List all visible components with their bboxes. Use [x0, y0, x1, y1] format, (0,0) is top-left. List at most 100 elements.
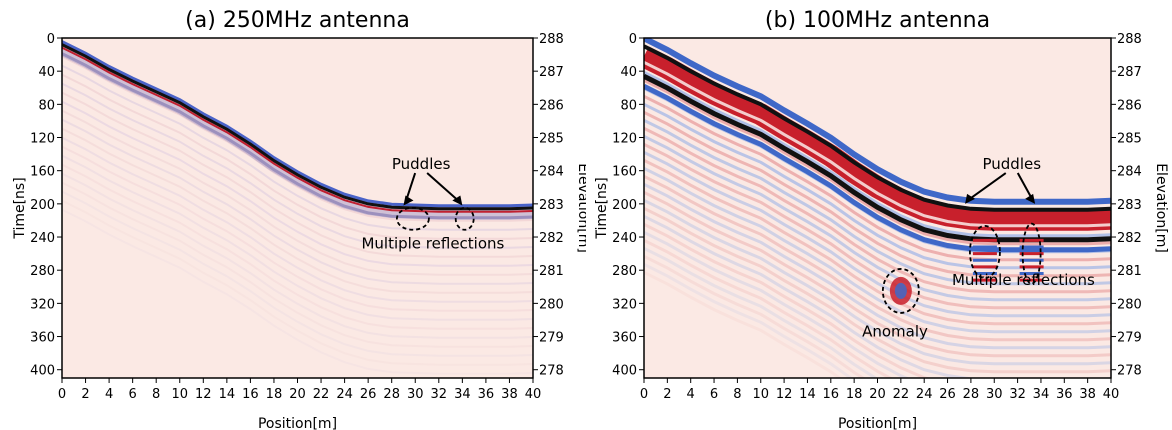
subsurface-band: [644, 150, 1111, 318]
reflection-red: [62, 46, 533, 213]
y-tick-label: 320: [612, 297, 637, 312]
subsurface-band: [644, 222, 932, 378]
reflection-blue-lower: [644, 84, 1111, 253]
x-axis-label: Position[m]: [838, 416, 917, 430]
subsurface-texture: [62, 163, 533, 330]
x-tick-label: 26: [939, 387, 956, 402]
x-tick-label: 12: [195, 387, 212, 402]
subsurface-band: [644, 214, 1111, 378]
x-tick-label: 28: [383, 387, 400, 402]
x-tick-label: 20: [289, 387, 306, 402]
right-tick-label: 285: [1117, 132, 1142, 147]
x-tick-label: 6: [129, 387, 137, 402]
subsurface-texture: [62, 190, 533, 357]
y-tick-label: 240: [612, 231, 637, 246]
x-tick-label: 10: [171, 387, 188, 402]
x-tick-label: 18: [846, 387, 863, 402]
x-tick-label: 8: [733, 387, 741, 402]
annotation-label: Anomaly: [862, 323, 928, 341]
subsurface-band: [644, 78, 1111, 246]
x-tick-label: 6: [710, 387, 718, 402]
x-tick-label: 22: [313, 387, 330, 402]
x-tick-label: 16: [242, 387, 259, 402]
annotation-label: Puddles: [392, 155, 451, 173]
arrow-line: [426, 172, 462, 204]
x-tick-label: 14: [219, 387, 236, 402]
radargram-a: (a) 250MHz antenna0408012016020024028032…: [12, 8, 586, 430]
subsurface-texture: [62, 91, 533, 258]
subsurface-band: [644, 134, 1111, 302]
y-tick-label: 160: [612, 165, 637, 180]
subsurface-texture: [62, 82, 533, 249]
right-axis-label: Elevation[m]: [575, 163, 586, 253]
panel-b: (b) 100MHz antenna 0 40 80 120 160 200 240 280 32…: [586, 0, 1172, 430]
subsurface-band: [644, 246, 879, 378]
right-tick-label: 286: [1117, 98, 1142, 113]
subsurface-texture: [62, 64, 533, 231]
x-tick-label: 32: [431, 387, 448, 402]
multiple-reflection-ellipse: [1021, 222, 1042, 285]
annotation-label: Puddles: [982, 155, 1041, 173]
surface-reflection-line: [644, 44, 1111, 212]
right-tick-label: 278: [539, 364, 564, 379]
y-tick-label: 280: [612, 264, 637, 279]
y-tick-label: 120: [612, 132, 637, 147]
arrow-line: [966, 172, 1007, 202]
x-tick-label: 22: [893, 387, 910, 402]
surface-reflection-line: [62, 43, 533, 211]
subsurface-texture: [62, 118, 533, 285]
x-tick-label: 16: [823, 387, 840, 402]
arrow-head: [403, 195, 414, 206]
x-tick-label: 34: [1033, 387, 1050, 402]
subsurface-band: [644, 190, 1111, 358]
arrow-head: [452, 195, 463, 206]
right-tick-label: 278: [1117, 364, 1142, 379]
subsurface-texture: [62, 172, 533, 339]
subsurface-band: [644, 126, 1111, 294]
arrow-head: [1025, 193, 1036, 204]
x-tick-label: 32: [1009, 387, 1026, 402]
chart-title: (b) 100MHz antenna: [765, 8, 990, 33]
x-tick-label: 26: [360, 387, 377, 402]
x-tick-label: 30: [986, 387, 1003, 402]
x-tick-label: 38: [501, 387, 518, 402]
y-tick-label: 200: [612, 198, 637, 213]
y-tick-label: 40: [38, 65, 55, 80]
radargram-data: [644, 38, 1111, 378]
right-tick-label: 287: [1117, 65, 1142, 80]
x-tick-label: 40: [525, 387, 542, 402]
x-tick-label: 20: [869, 387, 886, 402]
subsurface-texture: [62, 181, 533, 348]
subsurface-texture: [62, 73, 533, 240]
right-tick-label: 279: [1117, 331, 1142, 346]
right-tick-label: 283: [1117, 198, 1142, 213]
x-tick-label: 36: [1056, 387, 1073, 402]
subsurface-texture: [62, 154, 533, 321]
anomaly-ellipse: [881, 268, 920, 314]
y-tick-label: 160: [30, 165, 55, 180]
radargram-b: (b) 100MHz antenna0408012016020024028032…: [594, 8, 1169, 430]
x-tick-label: 10: [752, 387, 769, 402]
subsurface-texture: [62, 199, 533, 366]
y-axis-label: Time[ns]: [594, 177, 610, 239]
subsurface-texture: [62, 127, 533, 294]
right-tick-label: 282: [539, 231, 564, 246]
x-tick-label: 12: [776, 387, 793, 402]
subsurface-texture: [62, 100, 533, 267]
x-tick-label: 28: [963, 387, 980, 402]
right-tick-label: 281: [1117, 264, 1142, 279]
reflection-blue: [62, 40, 533, 208]
radargram-data: [62, 40, 533, 375]
right-tick-label: 285: [539, 132, 564, 147]
subsurface-band: [644, 270, 843, 378]
y-axis-label: Time[ns]: [12, 177, 28, 239]
right-axis-label: Elevation[m]: [1153, 163, 1169, 253]
x-tick-label: 0: [640, 387, 648, 402]
arrow-head: [965, 193, 976, 204]
subsurface-texture: [62, 55, 533, 222]
puddle-ellipse: [454, 206, 475, 231]
reflection-light: [644, 60, 1111, 228]
y-tick-label: 40: [620, 65, 637, 80]
right-tick-label: 280: [539, 297, 564, 312]
right-tick-label: 284: [539, 165, 564, 180]
